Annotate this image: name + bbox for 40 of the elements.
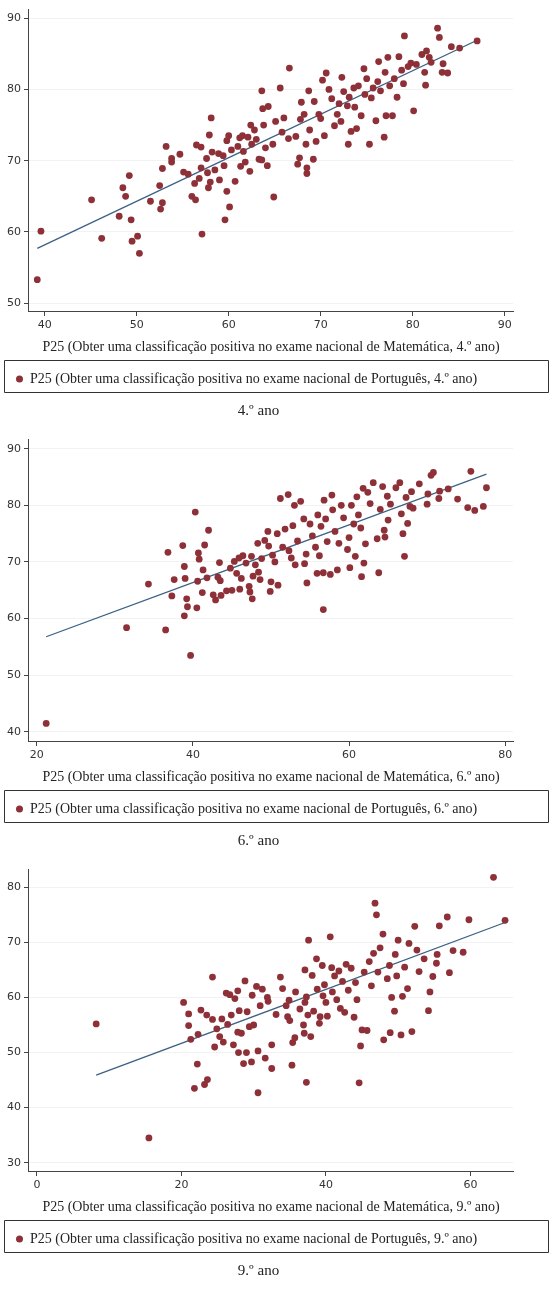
y-tick-label: 70: [7, 153, 21, 167]
x-tick-label: 60: [342, 748, 357, 762]
y-tick-label: 80: [7, 82, 21, 96]
y-tick-label: 60: [7, 611, 21, 625]
legend-label: P25 (Obter uma classificação positiva no exame nacional de Português, 9.º ano): [30, 1230, 478, 1247]
x-tick-label: 0: [33, 1178, 41, 1192]
x-tick-label: 20: [174, 1178, 189, 1192]
text: 6.º ano: [237, 831, 280, 848]
legend-label: P25 (Obter uma classificação positiva no exame nacional de Português, 6.º ano): [30, 800, 478, 817]
y-tick-label: 60: [7, 990, 21, 1004]
y-tick-label: 60: [7, 224, 21, 238]
x-tick-label: 70: [313, 318, 328, 332]
legend-label: P25 (Obter uma classificação positiva no exame nacional de Português, 4.º ano): [30, 370, 478, 387]
x-tick-label: 60: [221, 318, 236, 332]
y-tick-label: 50: [7, 1045, 21, 1059]
y-tick-label: 30: [7, 1155, 21, 1169]
y-tick-label: 70: [7, 935, 21, 949]
y-tick-label: 80: [7, 880, 21, 894]
x-tick-label: 80: [498, 748, 513, 762]
x-axis-title: P25 (Obter uma classificação positiva no exame nacional de Matemática, 4.º ano): [42, 339, 500, 356]
x-axis-title: P25 (Obter uma classificação positiva no exame nacional de Matemática, 6.º ano): [42, 769, 500, 786]
y-tick-label: 90: [7, 441, 21, 455]
y-tick-label: 40: [7, 1100, 21, 1114]
x-tick-label: 20: [29, 748, 44, 762]
x-tick-label: 60: [463, 1178, 478, 1192]
x-tick-label: 40: [318, 1178, 333, 1192]
text: 9.º ano: [237, 1261, 280, 1278]
x-tick-label: 50: [129, 318, 144, 332]
x-tick-label: 40: [37, 318, 52, 332]
x-axis-title: P25 (Obter uma classificação positiva no exame nacional de Matemática, 9.º ano): [42, 1199, 500, 1216]
y-tick-label: 50: [7, 668, 21, 682]
text: 4.º ano: [237, 401, 280, 418]
x-tick-label: 40: [185, 748, 200, 762]
y-tick-label: 80: [7, 498, 21, 512]
y-tick-label: 50: [7, 296, 21, 310]
y-tick-label: 70: [7, 554, 21, 568]
x-tick-label: 90: [497, 318, 512, 332]
y-tick-label: 40: [7, 724, 21, 738]
x-tick-label: 80: [405, 318, 420, 332]
y-tick-label: 90: [7, 11, 21, 25]
